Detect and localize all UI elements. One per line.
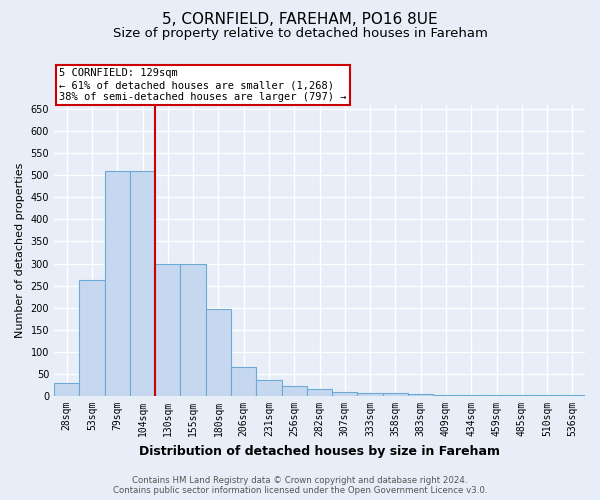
X-axis label: Distribution of detached houses by size in Fareham: Distribution of detached houses by size … [139, 444, 500, 458]
Bar [281, 386, 307, 396]
Bar [79, 280, 104, 396]
Bar [433, 395, 458, 396]
Bar [104, 171, 130, 396]
Bar [231, 368, 256, 396]
Text: 5, CORNFIELD, FAREHAM, PO16 8UE: 5, CORNFIELD, FAREHAM, PO16 8UE [162, 12, 438, 28]
Bar [509, 395, 535, 396]
Bar [458, 395, 484, 396]
Bar [484, 395, 509, 396]
Bar [206, 309, 231, 396]
Bar [358, 392, 383, 396]
Bar [130, 171, 155, 396]
Bar [181, 264, 206, 396]
Bar [560, 395, 585, 396]
Bar [535, 395, 560, 396]
Bar [54, 383, 79, 396]
Bar [155, 264, 181, 396]
Bar [332, 392, 358, 396]
Text: Contains HM Land Registry data © Crown copyright and database right 2024.
Contai: Contains HM Land Registry data © Crown c… [113, 476, 487, 495]
Y-axis label: Number of detached properties: Number of detached properties [15, 162, 25, 338]
Bar [307, 390, 332, 396]
Text: 5 CORNFIELD: 129sqm
← 61% of detached houses are smaller (1,268)
38% of semi-det: 5 CORNFIELD: 129sqm ← 61% of detached ho… [59, 68, 347, 102]
Bar [408, 394, 433, 396]
Text: Size of property relative to detached houses in Fareham: Size of property relative to detached ho… [113, 28, 487, 40]
Bar [383, 394, 408, 396]
Bar [256, 380, 281, 396]
